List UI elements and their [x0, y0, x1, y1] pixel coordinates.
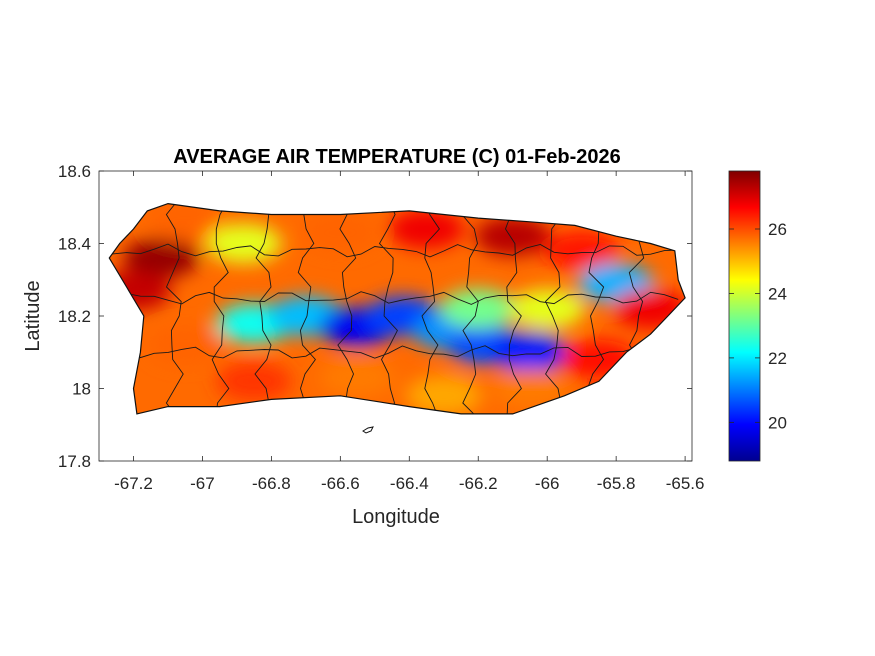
temperature-zone [319, 357, 396, 398]
temperature-zone [509, 288, 586, 329]
y-tick-label: 18.2 [58, 307, 91, 326]
caja-de-muertos-islet [362, 426, 374, 434]
x-tick-label: -65.8 [597, 474, 636, 493]
municipality-boundary [109, 243, 679, 258]
temperature-zone [302, 212, 379, 253]
x-axis-label: Longitude [352, 506, 440, 528]
x-tick-label: -66.2 [459, 474, 498, 493]
colorbar-tick-label: 24 [768, 284, 787, 303]
municipality-boundary [461, 203, 479, 414]
y-tick-label: 18.4 [58, 235, 91, 254]
temperature-zone [543, 230, 620, 271]
chart-title: AVERAGE AIR TEMPERATURE (C) 01-Feb-2026 [173, 146, 620, 168]
temperature-zone [147, 325, 224, 365]
colorbar-tick-label: 22 [768, 349, 787, 368]
municipality-boundary [109, 345, 679, 360]
colorbar-ticks: 20 22 24 26 [729, 220, 787, 432]
temperature-zone [123, 238, 199, 278]
x-tick-label: -67.2 [114, 474, 153, 493]
temperature-zone [388, 209, 465, 249]
municipality-boundary [109, 291, 679, 306]
x-axis-ticks: -67.2 -67 -66.8 -66.6 -66.4 -66.2 -66 -65.8 -65.… [114, 171, 704, 493]
temperature-zone [147, 203, 224, 242]
y-tick-label: 18.6 [58, 162, 91, 181]
island-coastline [108, 202, 686, 415]
temperature-field [109, 203, 686, 414]
temperature-zone [205, 223, 282, 264]
y-axis-ticks: 18.6 18.4 18.2 18 17.8 [58, 162, 692, 471]
colorbar [728, 170, 761, 462]
y-tick-label: 18 [72, 380, 91, 399]
temperature-zone [216, 361, 292, 402]
colorbar-tick-label: 20 [768, 413, 787, 432]
x-tick-label: -67 [190, 474, 215, 493]
temperature-zone [440, 288, 517, 329]
x-tick-label: -66.8 [252, 474, 291, 493]
x-tick-label: -66.6 [321, 474, 360, 493]
x-tick-label: -66.4 [390, 474, 429, 493]
x-tick-label: -66 [535, 474, 560, 493]
y-tick-label: 17.8 [58, 452, 91, 471]
x-tick-label: -65.6 [666, 474, 705, 493]
colorbar-tick-label: 26 [768, 220, 787, 239]
temperature-zone [474, 216, 551, 257]
temperature-zone [405, 375, 482, 414]
y-axis-label: Latitude [22, 280, 44, 351]
temperature-zone [492, 332, 568, 373]
